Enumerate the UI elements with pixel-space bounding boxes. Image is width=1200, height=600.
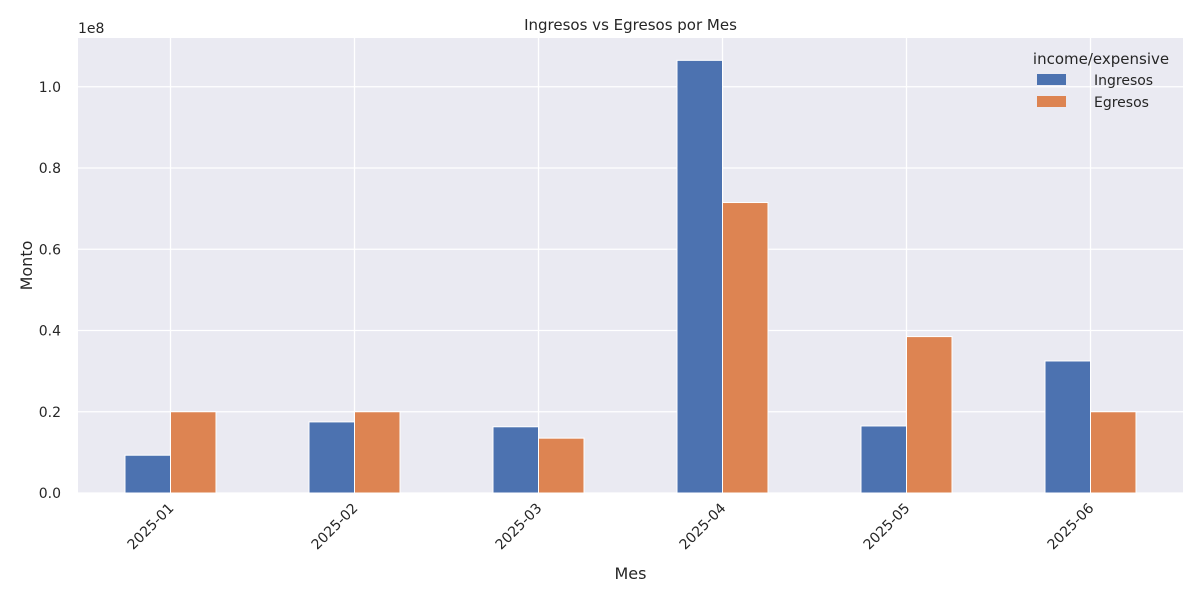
x-tick-label: 2025-01 [125,501,178,554]
y-tick-label: 0.2 [39,405,61,421]
bar-egresos-2025-03 [538,437,585,494]
y-tick-label: 0.6 [39,242,61,258]
x-axis-label: Mes [615,564,647,583]
legend-label-egresos: Egresos [1094,95,1149,111]
bar-ingresos-2025-06 [1044,360,1091,494]
x-tick-label: 2025-04 [677,500,730,553]
bar-ingresos-2025-05 [860,425,907,494]
x-tick-label: 2025-06 [1045,500,1098,553]
legend: income/expensive Ingresos Egresos [1033,50,1169,111]
bar-egresos-2025-01 [170,411,217,494]
y-tick-label: 1.0 [39,80,61,96]
legend-swatch-egresos [1037,96,1066,107]
bar-egresos-2025-06 [1090,411,1137,494]
bar-ingresos-2025-03 [492,426,539,494]
y-axis-label: Monto [17,241,36,291]
bar-ingresos-2025-02 [308,421,355,494]
bar-ingresos-2025-04 [676,59,723,494]
y-tick-labels: 0.0 0.2 0.4 0.6 0.8 1.0 [39,80,61,502]
legend-label-ingresos: Ingresos [1094,73,1153,89]
bar-egresos-2025-02 [354,411,401,494]
bar-egresos-2025-05 [906,336,953,494]
x-tick-label: 2025-03 [493,501,546,554]
x-tick-label: 2025-02 [309,501,362,554]
x-tick-labels: 2025-01 2025-02 2025-03 2025-04 2025-05 2025-… [125,500,1098,553]
bar-ingresos-2025-01 [124,454,171,494]
legend-title: income/expensive [1033,50,1169,68]
y-offset-label: 1e8 [78,21,104,37]
y-tick-label: 0.8 [39,161,61,177]
y-tick-label: 0.4 [39,324,61,340]
grid-lines [78,38,1183,494]
bars [124,59,1137,494]
x-tick-label: 2025-05 [861,501,914,554]
y-tick-label: 0.0 [39,486,61,502]
plot-background [78,38,1183,493]
bar-egresos-2025-04 [722,202,769,494]
chart-title: Ingresos vs Egresos por Mes [524,16,737,34]
legend-swatch-ingresos [1037,74,1066,85]
